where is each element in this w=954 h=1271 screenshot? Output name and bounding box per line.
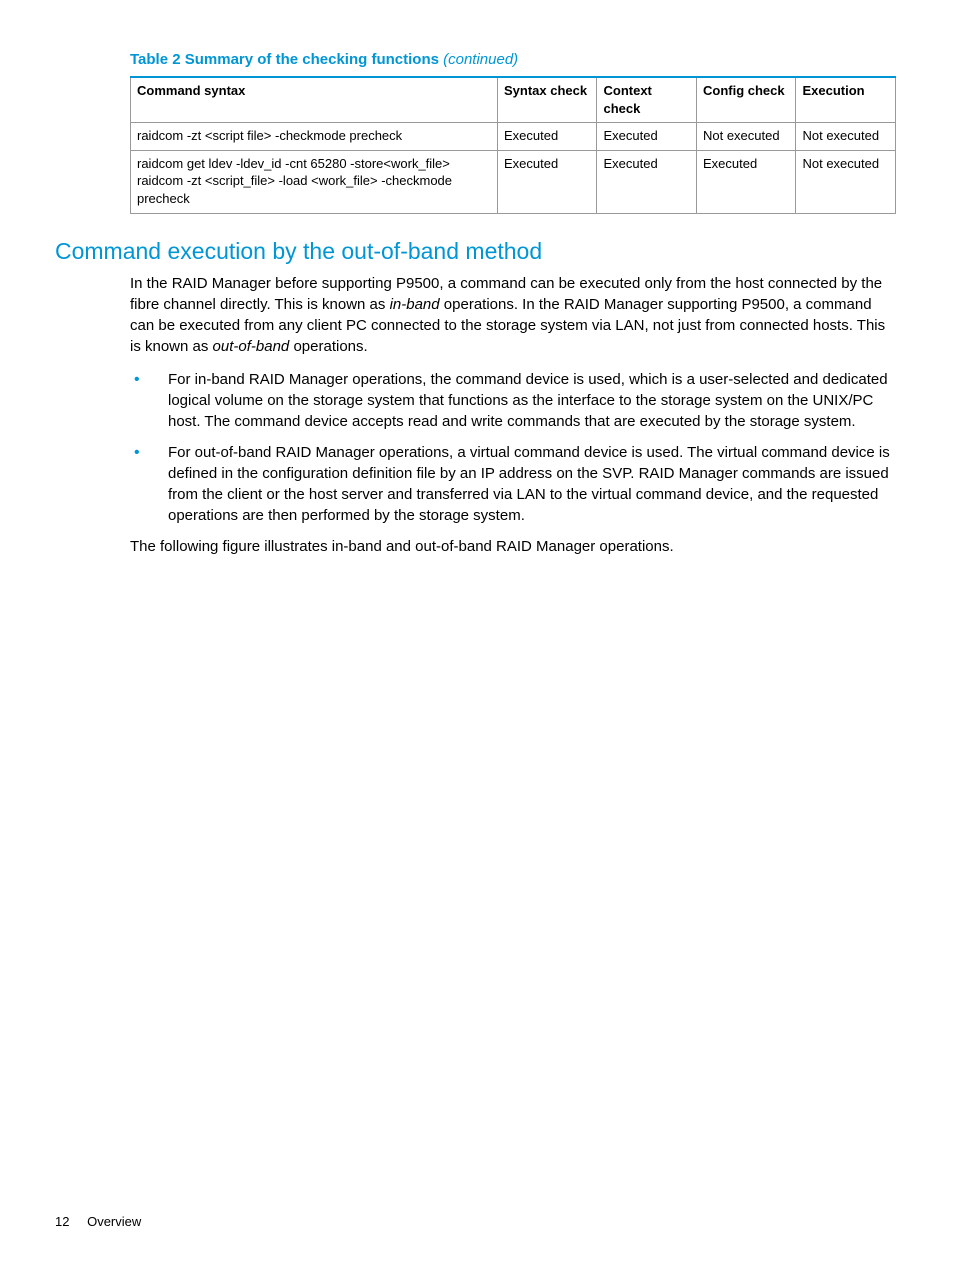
table-caption: Table 2 Summary of the checking function… [55,50,896,70]
cmd-line: raidcom get ldev -ldev_id -cnt 65280 -st… [137,155,491,173]
table-row: raidcom get ldev -ldev_id -cnt 65280 -st… [131,150,896,213]
table-row: raidcom -zt <script file> -checkmode pre… [131,123,896,151]
list-item: For out-of-band RAID Manager operations,… [130,442,896,526]
page-footer: 12 Overview [55,1213,141,1231]
cell-syntax: Executed [497,150,597,213]
cell-config: Not executed [696,123,796,151]
bullet-list: For in-band RAID Manager operations, the… [130,369,896,526]
page-number: 12 [55,1214,69,1229]
list-item: For in-band RAID Manager operations, the… [130,369,896,432]
col-config-check: Config check [696,77,796,123]
checking-functions-table: Command syntax Syntax check Context chec… [130,76,896,213]
cmd-line: raidcom -zt <script file> -checkmode pre… [137,128,402,143]
table-caption-suffix: (continued) [443,51,518,68]
cell-exec: Not executed [796,123,896,151]
col-syntax-check: Syntax check [497,77,597,123]
intro-paragraph: In the RAID Manager before supporting P9… [130,273,896,357]
table-header-row: Command syntax Syntax check Context chec… [131,77,896,123]
intro-italic-outofband: out-of-band [213,338,290,355]
col-command-syntax: Command syntax [131,77,498,123]
section-heading: Command execution by the out-of-band met… [55,236,896,267]
cmd-line: raidcom -zt <script_file> -load <work_fi… [137,172,491,207]
content-block: In the RAID Manager before supporting P9… [130,273,896,557]
footer-section: Overview [87,1214,141,1229]
table-caption-title: Table 2 Summary of the checking function… [130,51,439,68]
closing-paragraph: The following figure illustrates in-band… [130,536,896,557]
cell-config: Executed [696,150,796,213]
cell-context: Executed [597,123,697,151]
cell-command: raidcom get ldev -ldev_id -cnt 65280 -st… [131,150,498,213]
cell-context: Executed [597,150,697,213]
col-context-check: Context check [597,77,697,123]
cell-exec: Not executed [796,150,896,213]
cell-command: raidcom -zt <script file> -checkmode pre… [131,123,498,151]
col-execution: Execution [796,77,896,123]
cell-syntax: Executed [497,123,597,151]
intro-text-post: operations. [289,338,367,355]
intro-italic-inband: in-band [390,296,440,313]
